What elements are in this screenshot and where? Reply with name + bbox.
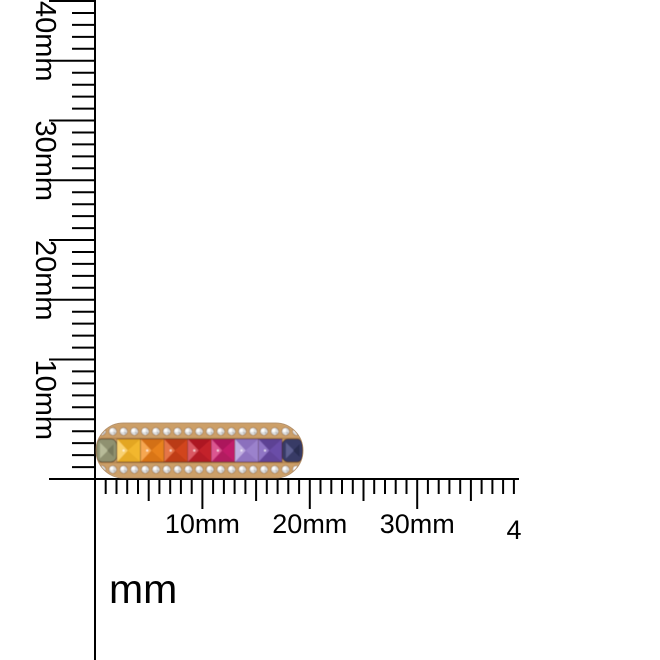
svg-text:4: 4 [506,515,521,545]
svg-text:30mm: 30mm [29,121,61,202]
svg-text:20mm: 20mm [272,509,347,539]
svg-text:10mm: 10mm [29,360,61,441]
svg-text:30mm: 30mm [380,509,455,539]
svg-text:40mm: 40mm [29,1,61,82]
svg-text:mm: mm [109,566,177,612]
svg-text:20mm: 20mm [29,240,61,321]
svg-text:10mm: 10mm [165,509,240,539]
